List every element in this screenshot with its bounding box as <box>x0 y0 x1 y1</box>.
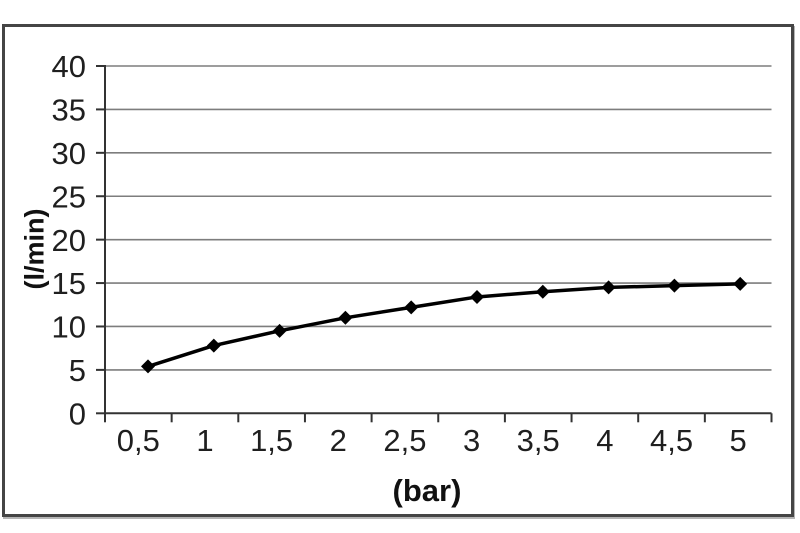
x-tick-label: 1,5 <box>250 423 293 458</box>
y-tick-label: 10 <box>52 310 86 345</box>
y-axis-title: (l/min) <box>20 209 50 290</box>
x-axis-title: (bar) <box>393 473 462 508</box>
y-tick-label: 30 <box>52 136 86 171</box>
y-tick-label: 5 <box>69 353 86 388</box>
y-tick-label: 20 <box>52 223 86 258</box>
series-line <box>147 282 741 369</box>
x-tick-label: 0,5 <box>117 423 160 458</box>
x-tick-label: 3 <box>463 423 480 458</box>
axis-ticks <box>96 65 773 423</box>
data-point-marker <box>272 323 287 338</box>
y-tick-label: 40 <box>52 49 86 84</box>
y-tick-label: 15 <box>52 266 86 301</box>
data-point-marker <box>206 338 221 353</box>
y-tick-label: 35 <box>52 93 86 128</box>
data-point-marker <box>601 280 616 295</box>
x-tick-label: 4 <box>596 423 613 458</box>
gridlines <box>105 65 772 371</box>
data-point-marker <box>338 310 353 325</box>
x-tick-label: 2,5 <box>383 423 426 458</box>
y-tick-labels: 0 5 10 15 20 25 30 35 40 <box>52 49 86 431</box>
y-tick-label: 0 <box>69 396 86 431</box>
data-point-marker <box>667 278 682 293</box>
data-point-marker <box>141 359 155 374</box>
x-tick-label: 3,5 <box>517 423 560 458</box>
data-series <box>141 276 748 374</box>
data-point-marker <box>733 276 748 291</box>
x-tick-label: 2 <box>330 423 347 458</box>
chart-frame <box>2 24 794 517</box>
x-tick-labels: 0,5 1 1,5 2 2,5 3 3,5 4 4,5 5 <box>117 423 747 458</box>
x-tick-label: 5 <box>730 423 747 458</box>
data-point-marker <box>404 300 419 315</box>
data-point-marker <box>535 284 550 299</box>
y-tick-label: 25 <box>52 179 86 214</box>
x-tick-label: 4,5 <box>650 423 693 458</box>
x-tick-label: 1 <box>196 423 213 458</box>
data-point-marker <box>470 289 484 304</box>
